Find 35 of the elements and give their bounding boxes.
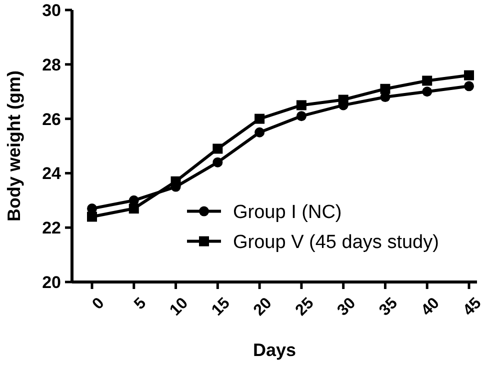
x-tick-label: 40 xyxy=(418,294,443,320)
point xyxy=(464,70,474,80)
point xyxy=(296,100,306,110)
point xyxy=(380,84,390,94)
x-tick-label: 5 xyxy=(131,294,150,314)
x-tick-label: 45 xyxy=(460,294,485,320)
y-tick-label: 20 xyxy=(42,272,61,292)
legend-label: Group V (45 days study) xyxy=(233,232,439,253)
y-tick-label: 22 xyxy=(42,218,61,238)
x-tick-label: 0 xyxy=(89,294,108,314)
y-tick-label: 30 xyxy=(42,0,61,20)
x-tick-label: 15 xyxy=(208,294,234,320)
point xyxy=(422,76,432,86)
point xyxy=(464,81,474,92)
y-tick-label: 26 xyxy=(42,110,61,129)
point xyxy=(422,86,432,97)
y-axis-title: Body weight (gm) xyxy=(4,70,24,222)
point xyxy=(212,157,223,168)
y-tick-label: 28 xyxy=(42,55,61,74)
legend-label: Group I (NC) xyxy=(233,202,342,223)
point xyxy=(254,114,265,124)
x-tick-label: 10 xyxy=(166,294,192,320)
point xyxy=(254,127,265,138)
y-tick-label: 24 xyxy=(42,164,62,184)
x-tick-label: 30 xyxy=(334,294,360,320)
point xyxy=(128,204,139,214)
x-tick-label: 20 xyxy=(250,294,276,320)
x-tick-label: 35 xyxy=(376,294,402,320)
point xyxy=(338,94,348,105)
point xyxy=(296,111,306,122)
x-axis-title: Days xyxy=(252,340,296,360)
point xyxy=(87,212,97,222)
x-tick-label: 25 xyxy=(292,294,318,320)
point xyxy=(212,144,223,154)
point xyxy=(170,176,181,186)
